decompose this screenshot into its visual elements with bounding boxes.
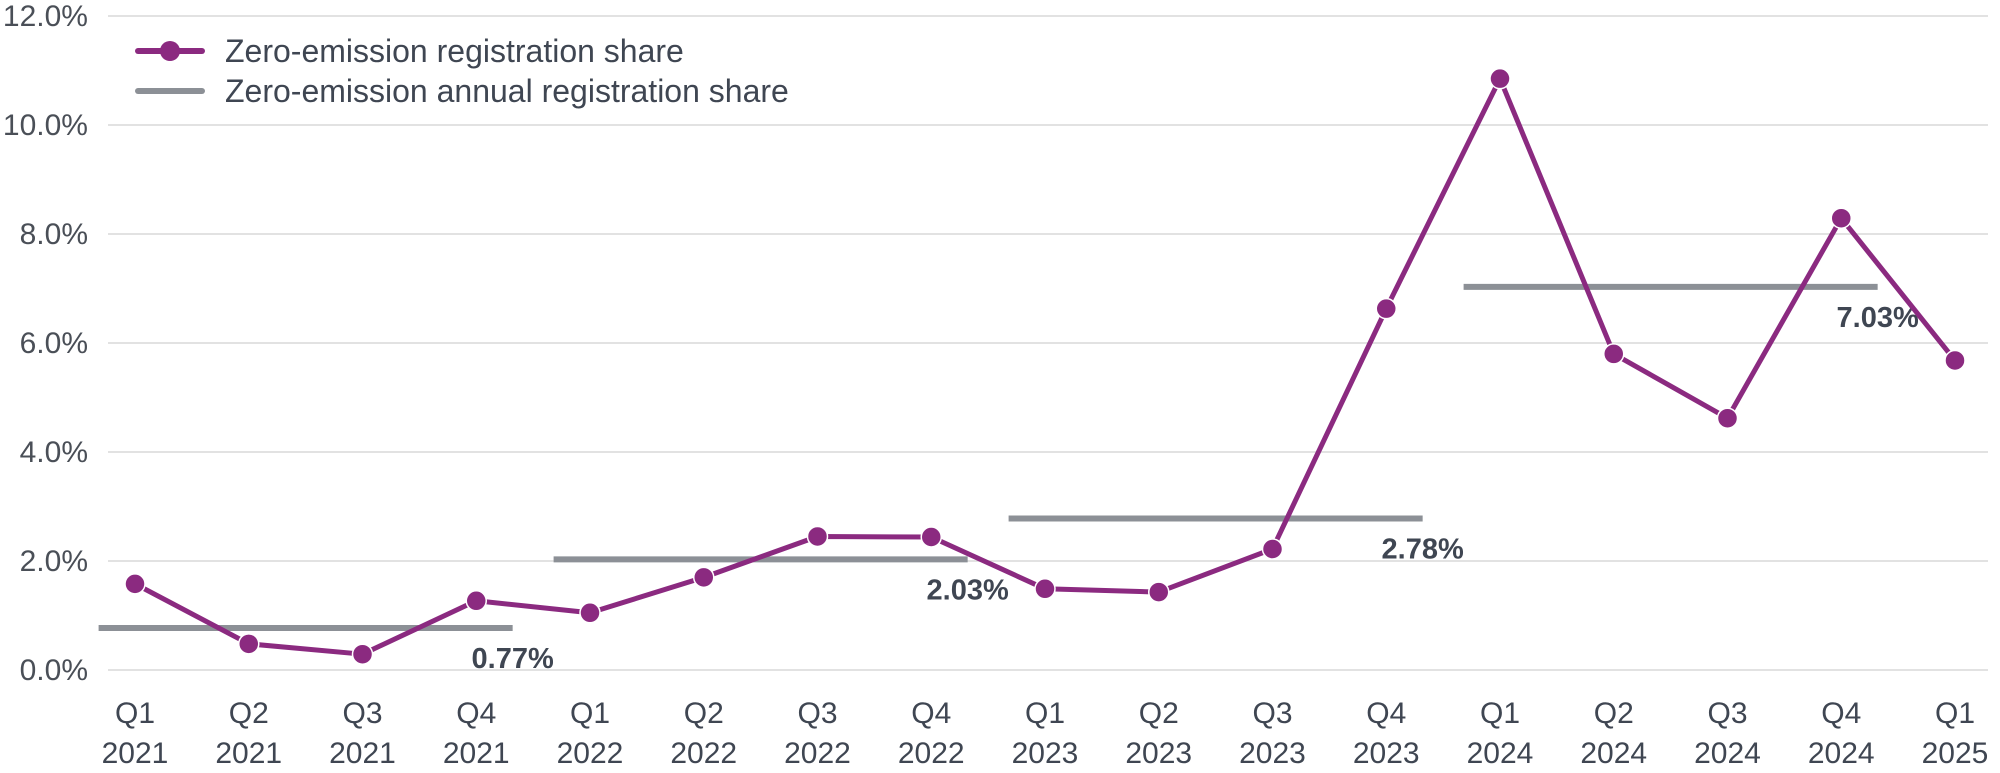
y-tick-label: 12.0% (3, 0, 88, 33)
x-tick-year: 2021 (443, 737, 510, 770)
x-tick-quarter: Q3 (797, 697, 837, 730)
x-tick-quarter: Q3 (1707, 697, 1747, 730)
data-point (1830, 207, 1852, 229)
x-tick-quarter: Q1 (1935, 697, 1975, 730)
x-tick-quarter: Q2 (229, 697, 269, 730)
data-point (1261, 538, 1284, 560)
data-point (806, 525, 829, 548)
x-tick-year: 2023 (1012, 737, 1079, 770)
data-point (1034, 578, 1056, 600)
y-tick-label: 4.0% (20, 436, 88, 469)
x-tick-quarter: Q2 (1139, 697, 1179, 730)
y-tick-label: 10.0% (3, 109, 88, 142)
data-point (1489, 67, 1511, 90)
y-tick-label: 6.0% (20, 327, 88, 360)
x-tick-year: 2022 (557, 737, 624, 770)
legend-label-annual: Zero-emission annual registration share (225, 73, 789, 109)
annual-share-label: 2.03% (927, 574, 1009, 606)
annual-share-label: 2.78% (1382, 533, 1464, 565)
x-tick-year: 2021 (215, 737, 282, 770)
quarterly-share-series (124, 67, 1966, 665)
series-line (132, 76, 1958, 657)
data-point (1944, 349, 1966, 372)
annual-share-label: 7.03% (1837, 302, 1919, 334)
data-point (238, 633, 260, 655)
x-tick-quarter: Q4 (911, 697, 951, 730)
y-tick-label: 2.0% (20, 545, 88, 578)
x-tick-quarter: Q1 (570, 697, 610, 730)
x-axis: Q1 2021 Q2 2021 Q3 2021 Q4 2021 Q1 2022 Q2 2022 Q3 20… (102, 697, 1989, 770)
data-point (351, 643, 374, 665)
x-tick-quarter: Q4 (1821, 697, 1861, 730)
annual-share-segments: 0.77% 2.03% 2.78% 7.03% (98, 283, 1919, 675)
x-tick-year: 2024 (1580, 737, 1647, 770)
x-tick-quarter: Q3 (342, 697, 382, 730)
legend-marker-quarterly (160, 41, 180, 61)
x-tick-quarter: Q4 (456, 697, 496, 730)
x-tick-year: 2021 (329, 737, 396, 770)
annual-share-label: 0.77% (472, 643, 554, 675)
x-tick-year: 2024 (1808, 737, 1875, 770)
x-tick-quarter: Q1 (1480, 697, 1520, 730)
legend-label-quarterly: Zero-emission registration share (225, 33, 684, 69)
x-tick-year: 2023 (1353, 737, 1420, 770)
x-tick-quarter: Q2 (684, 697, 724, 730)
x-tick-year: 2023 (1125, 737, 1192, 770)
gridlines (108, 15, 1988, 671)
x-tick-year: 2021 (102, 737, 169, 770)
x-tick-quarter: Q1 (1025, 697, 1065, 730)
x-tick-year: 2024 (1467, 737, 1534, 770)
x-tick-quarter: Q3 (1252, 697, 1292, 730)
data-point (693, 566, 715, 589)
x-tick-year: 2025 (1922, 737, 1989, 770)
data-point (920, 526, 942, 548)
x-tick-quarter: Q2 (1594, 697, 1634, 730)
x-tick-quarter: Q4 (1366, 697, 1406, 730)
y-axis: 0.0% 2.0% 4.0% 6.0% 8.0% 10.0% 12.0% (3, 0, 88, 687)
data-point (579, 602, 601, 624)
x-tick-quarter: Q1 (115, 697, 155, 730)
y-tick-label: 8.0% (20, 218, 88, 251)
data-point (465, 590, 487, 612)
x-tick-year: 2023 (1239, 737, 1306, 770)
x-tick-year: 2022 (898, 737, 965, 770)
legend: Zero-emission registration share Zero-em… (135, 33, 789, 109)
x-tick-year: 2024 (1694, 737, 1761, 770)
data-point (1375, 297, 1397, 320)
x-tick-year: 2022 (670, 737, 737, 770)
y-tick-label: 0.0% (20, 654, 88, 687)
data-point (1148, 581, 1170, 603)
x-tick-year: 2022 (784, 737, 851, 770)
data-point (124, 573, 146, 595)
data-point (1716, 407, 1739, 429)
data-point (1603, 343, 1625, 365)
